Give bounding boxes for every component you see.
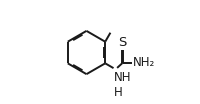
Text: H: H bbox=[114, 71, 123, 99]
Text: NH: NH bbox=[114, 71, 131, 84]
Text: NH₂: NH₂ bbox=[133, 56, 155, 69]
Text: S: S bbox=[118, 36, 127, 49]
